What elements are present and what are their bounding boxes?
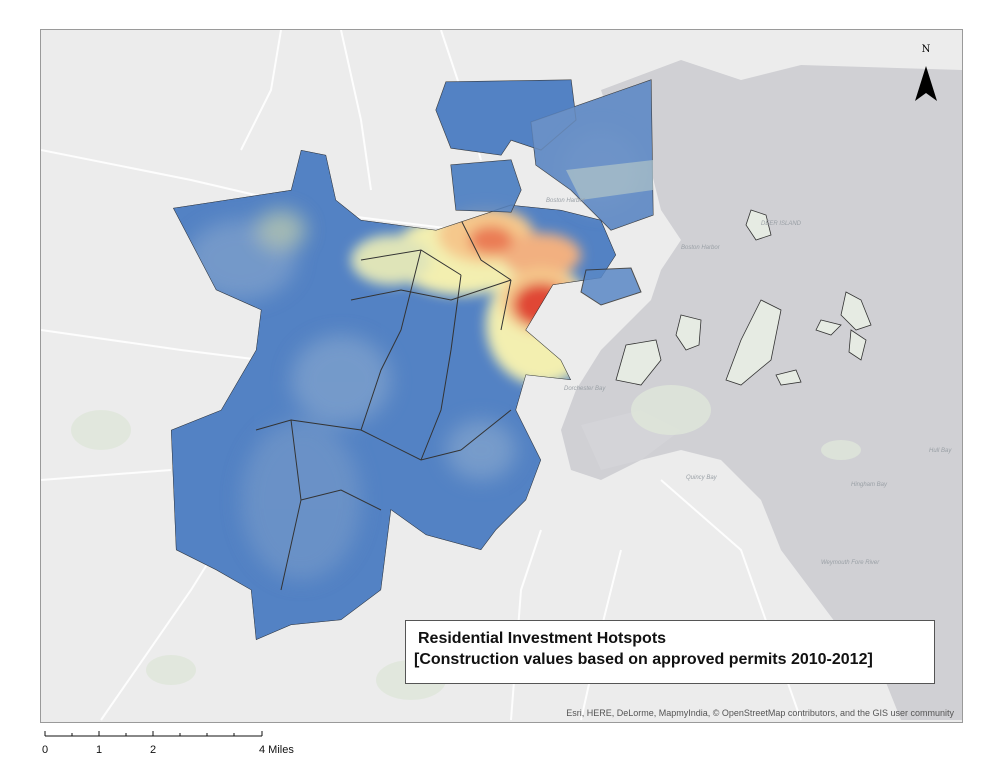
- scale-bar-graphic: [44, 731, 263, 737]
- north-arrow: N: [911, 44, 941, 104]
- map-frame[interactable]: Boston Harbor Boston Harbor Dorchester B…: [40, 29, 963, 723]
- attribution-text: Esri, HERE, DeLorme, MapmyIndia, © OpenS…: [566, 708, 954, 718]
- legend-box: Residential Investment Hotspots [Constru…: [405, 620, 935, 684]
- harbor-water: [561, 60, 962, 720]
- map-title: Residential Investment Hotspots: [418, 630, 667, 647]
- scale-label-2: 2: [150, 744, 157, 756]
- north-arrow-icon: [915, 66, 937, 101]
- scale-label-4-miles: 4 Miles: [259, 744, 294, 756]
- scale-label-1: 1: [96, 744, 103, 756]
- scale-bar: 0 1 2 4 Miles: [40, 730, 340, 760]
- map-subtitle: [Construction values based on approved p…: [414, 651, 873, 668]
- basemap[interactable]: [41, 30, 962, 722]
- north-label: N: [921, 44, 931, 55]
- scale-label-0: 0: [42, 744, 49, 756]
